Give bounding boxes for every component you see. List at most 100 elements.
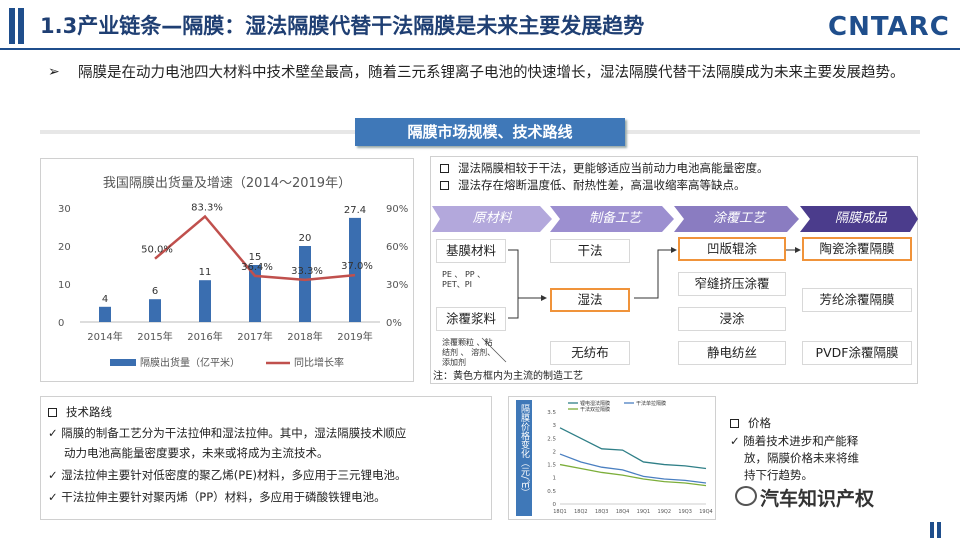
process-panel (430, 156, 918, 384)
tech-route-panel (40, 396, 492, 520)
price-series-line (559, 453, 707, 484)
x-tick-label: 2015年 (137, 330, 172, 343)
price-x-tick-label: 18Q4 (616, 509, 629, 515)
raw-sub-text: 涂覆颗粒 、粘 (442, 338, 493, 347)
bar (99, 306, 111, 322)
bar-value-label: 27.4 (344, 205, 366, 216)
price-item: ✓ 随着技术进步和产能释 (730, 433, 900, 450)
x-tick-label: 2017年 (237, 330, 272, 343)
raw-sub-text: PE 、 PP 、 (442, 270, 486, 279)
checkbox-icon (440, 164, 449, 173)
note-item: 湿法存在熔断温度低、耐热性差，高温收缩率高等缺点。 (440, 177, 746, 193)
tech-item: ✓ 隔膜的制备工艺分为干法拉伸和湿法拉伸。其中，湿法隔膜技术顺应 (48, 424, 406, 443)
price-item: 持下行趋势。 (730, 467, 900, 484)
checkbox-icon (440, 181, 449, 190)
tech-item-text: 湿法拉伸主要针对低密度的聚乙烯(PE)材料，多应用于三元锂电池。 (61, 468, 407, 482)
stage-label: 制备工艺 (588, 211, 641, 226)
check-icon: ✓ (48, 426, 62, 440)
stage-chevron (800, 206, 918, 232)
x-tick-label: 2016年 (187, 330, 222, 343)
price-series-line (559, 427, 707, 470)
price-notes: 价格 ✓ 随着技术进步和产能释 放，隔膜价格未来将维 持下行趋势。 (730, 414, 900, 484)
price-heading: 价格 (730, 414, 900, 433)
price-y-tick-label: 3 (553, 423, 557, 429)
y-left-tick-label: 20 (58, 242, 71, 253)
company-logo: CNTARC (828, 12, 950, 42)
price-x-tick-label: 19Q3 (678, 509, 691, 515)
line-value-label: 83.3% (191, 202, 223, 213)
price-chart-panel (508, 396, 716, 520)
tech-heading-text: 技术路线 (66, 405, 112, 419)
line-value-label: 36.4% (241, 262, 273, 273)
x-tick-label: 2018年 (287, 330, 322, 343)
tech-item-text: 干法拉伸主要针对聚丙烯（PP）材料，多应用于磷酸铁锂电池。 (61, 490, 386, 504)
price-legend-label: 干法单拉隔膜 (636, 400, 666, 407)
price-x-tick-label: 19Q2 (658, 509, 671, 515)
price-axis-label: 隔膜价格变化（元/㎡） (516, 400, 532, 516)
legend-bar-label: 隔膜出货量（亿平米） (140, 356, 240, 369)
page-marker (937, 522, 941, 538)
price-chart: 0 0.5 1 1.5 2 2.5 3 3.5 18Q1 18Q2 18Q3 18Q4 19Q1 19Q2… (547, 400, 712, 515)
coat-dip: 浸涂 (678, 307, 786, 331)
price-series-line (559, 463, 707, 487)
stage-chevron (550, 206, 674, 232)
slide-title: 1.3产业链条—隔膜：湿法隔膜代替干法隔膜是未来主要发展趋势 (40, 14, 645, 38)
bar-value-label: 6 (152, 286, 158, 297)
price-x-tick-label: 19Q1 (637, 509, 650, 515)
y-right-tick-label: 60% (386, 242, 408, 253)
legend-bar-swatch (110, 359, 136, 366)
line-value-label: 33.3% (291, 266, 323, 277)
prep-dry: 干法 (550, 239, 630, 263)
stage-chevron (432, 206, 552, 232)
check-icon: ✓ (730, 434, 744, 448)
tech-item: ✓ 干法拉伸主要针对聚丙烯（PP）材料，多应用于磷酸铁锂电池。 (48, 488, 386, 507)
bar-value-label: 11 (199, 267, 212, 278)
product-aramid: 芳纶涂覆隔膜 (802, 288, 912, 312)
prep-nonwoven: 无纺布 (550, 341, 630, 365)
y-left-tick-label: 30 (58, 204, 71, 215)
tech-item-text: 隔膜的制备工艺分为干法拉伸和湿法拉伸。其中，湿法隔膜技术顺应 (61, 426, 407, 440)
price-x-tick-label: 18Q1 (553, 509, 566, 515)
bar-value-label: 20 (299, 233, 312, 244)
check-icon: ✓ (48, 490, 62, 504)
coat-gravure: 凹版辊涂 (678, 237, 786, 261)
watermark: 汽车知识产权 (760, 488, 875, 510)
legend-line-label: 同比增长率 (294, 356, 344, 369)
bar (249, 265, 261, 322)
stage-chevron (674, 206, 799, 232)
raw-material-base-film: 基膜材料 (436, 239, 506, 263)
bar-value-label: 15 (249, 252, 262, 263)
process-footnote: 注：黄色方框内为主流的制造工艺 (433, 371, 583, 382)
price-item-text: 持下行趋势。 (744, 468, 813, 482)
price-legend-label: 干法双拉隔膜 (580, 406, 610, 413)
line-value-label: 50.0% (141, 245, 173, 256)
price-heading-text: 价格 (748, 416, 771, 430)
price-item-text: 放，隔膜价格未来将维 (744, 451, 859, 465)
tech-item-text: 动力电池高能量密度要求，未来或将成为主流技术。 (64, 446, 329, 460)
bar (149, 299, 161, 322)
price-item-text: 随着技术进步和产能释 (743, 434, 859, 448)
price-y-tick-label: 1 (553, 476, 557, 482)
raw-sub-text: PET、PI (442, 280, 472, 289)
price-y-tick-label: 3.5 (547, 410, 556, 416)
process-connectors (481, 247, 801, 363)
note-text: 湿法隔膜相较于干法，更能够适应当前动力电池高能量密度。 (458, 161, 769, 175)
y-left-tick-label: 10 (58, 280, 71, 291)
price-y-tick-label: 2.5 (547, 436, 556, 442)
stage-label: 涂覆工艺 (712, 211, 765, 226)
page-marker (930, 522, 934, 538)
price-y-tick-label: 0 (553, 502, 557, 508)
header-bar (0, 0, 960, 50)
price-y-tick-label: 0.5 (547, 489, 556, 495)
check-icon: ✓ (48, 468, 62, 482)
price-legend-label: 锂电湿法隔膜 (580, 400, 610, 407)
growth-line (154, 214, 356, 282)
product-pvdf: PVDF涂覆隔膜 (802, 341, 912, 365)
bar (199, 280, 211, 322)
header-accent (9, 8, 15, 44)
price-item: 放，隔膜价格未来将维 (730, 450, 900, 467)
bullet-arrow-icon: ➢ (48, 64, 60, 80)
stage-chevrons (432, 206, 918, 232)
coat-electrospinning: 静电纺丝 (678, 341, 786, 365)
checkbox-icon (730, 419, 739, 428)
